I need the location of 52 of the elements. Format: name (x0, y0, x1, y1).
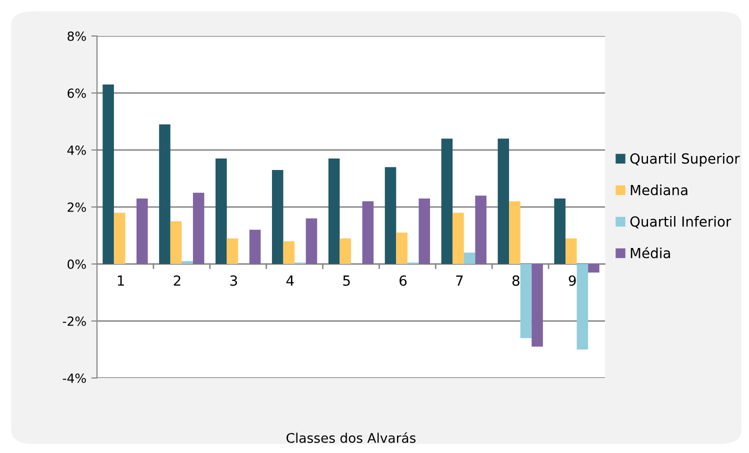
bar (588, 264, 600, 273)
legend-label: Quartil Superior (630, 153, 740, 166)
bar (306, 218, 318, 264)
x-tick-label: 7 (456, 276, 463, 286)
bar (170, 221, 182, 264)
legend-label: Quartil Inferior (630, 216, 732, 228)
bar (509, 201, 520, 264)
bar (136, 198, 148, 264)
x-tick-label: 9 (568, 275, 576, 286)
bar (565, 238, 577, 264)
bar (340, 238, 351, 264)
bar (114, 212, 126, 264)
x-tick-label: 6 (400, 275, 407, 286)
bar (475, 196, 486, 264)
y-tick-label: 2% (68, 202, 86, 212)
bar (216, 158, 227, 264)
bar (249, 230, 261, 264)
x-tick-label: 3 (230, 275, 237, 286)
bar (441, 138, 453, 264)
y-tick-label: 8% (68, 31, 86, 41)
bar (283, 241, 295, 264)
bar (464, 252, 476, 264)
bar (520, 264, 532, 338)
bar (452, 212, 464, 264)
y-tick-label: 0% (68, 259, 86, 269)
bar (226, 238, 238, 264)
x-tick-label: 2 (174, 275, 180, 286)
y-tick-label: 4% (67, 145, 86, 155)
bar (384, 167, 396, 264)
x-tick-label: 1 (118, 276, 124, 286)
legend-label: Média (630, 246, 670, 258)
bar (532, 264, 543, 347)
bar (554, 198, 566, 264)
y-tick-label: 6% (68, 88, 86, 98)
x-axis-title: Classes dos Alvarás (286, 432, 416, 443)
bar (192, 192, 204, 264)
bar (102, 84, 114, 264)
bar (272, 170, 284, 264)
bar (182, 261, 193, 264)
bar (498, 138, 510, 264)
bar (159, 124, 170, 264)
x-tick-label: 8 (512, 275, 520, 286)
bar (576, 264, 588, 350)
legend-label: Mediana (630, 184, 688, 196)
x-tick-label: 4 (286, 276, 294, 286)
y-tick-label: -2% (62, 316, 86, 326)
x-tick-label: 5 (343, 276, 350, 286)
y-tick-label: -4% (62, 373, 86, 383)
bar (362, 201, 374, 264)
bar (396, 232, 408, 264)
bar (418, 198, 430, 264)
bar (328, 158, 340, 264)
